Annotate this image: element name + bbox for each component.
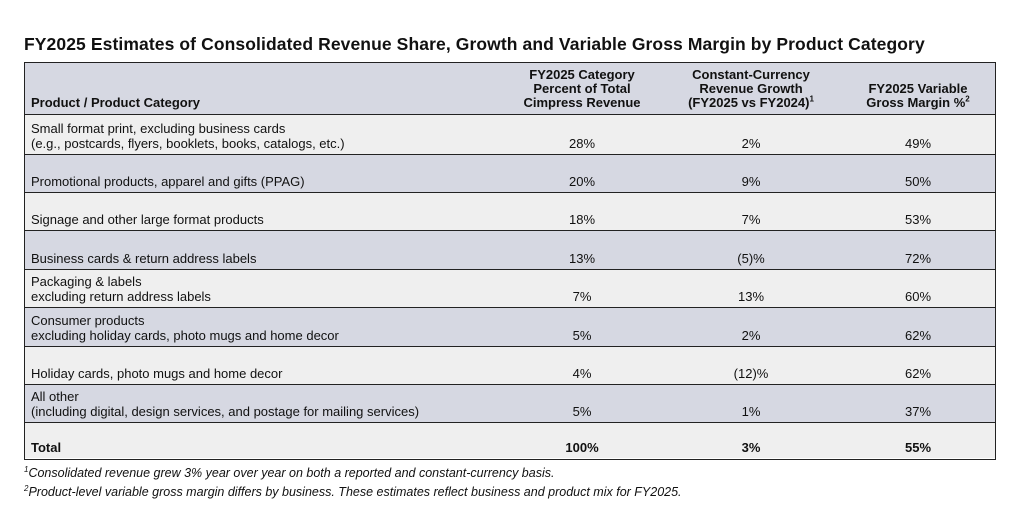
row-margin: 62% xyxy=(904,328,932,343)
row-growth: 7% xyxy=(741,212,761,227)
footnote-1: 1Consolidated revenue grew 3% year over … xyxy=(24,464,555,480)
row-share: 4% xyxy=(572,366,592,381)
row-label: Consumer products excluding holiday cards… xyxy=(31,313,339,343)
total-label: Total xyxy=(31,440,62,455)
row-growth: 2% xyxy=(741,328,761,343)
table-title: FY2025 Estimates of Consolidated Revenue… xyxy=(24,34,925,54)
row-share: 28% xyxy=(568,136,596,151)
total-share: 100% xyxy=(565,440,599,455)
total-margin: 55% xyxy=(904,440,932,455)
row-growth: 9% xyxy=(741,174,761,189)
table-row: Small format print, excluding business c… xyxy=(25,115,995,155)
row-growth: 2% xyxy=(741,136,761,151)
row-label: Business cards & return address labels xyxy=(31,251,257,266)
row-margin: 50% xyxy=(904,174,932,189)
table-row: Consumer products excluding holiday cards… xyxy=(25,308,995,347)
table-row: Holiday cards, photo mugs and home decor… xyxy=(25,347,995,385)
header-category: Product / Product Category xyxy=(31,95,201,110)
row-label: Promotional products, apparel and gifts … xyxy=(31,174,305,189)
row-share: 7% xyxy=(572,289,592,304)
table-row: Promotional products, apparel and gifts … xyxy=(25,155,995,193)
row-label: Packaging & labels excluding return addre… xyxy=(31,274,211,304)
footnote-ref-2: 2 xyxy=(965,94,970,104)
row-label: Small format print, excluding business c… xyxy=(31,121,345,151)
total-growth: 3% xyxy=(741,440,761,455)
total-row: Total 100% 3% 55% xyxy=(25,423,995,458)
table-header: Product / Product Category FY2025 Catego… xyxy=(25,63,995,115)
row-margin: 62% xyxy=(904,366,932,381)
row-growth: 1% xyxy=(741,404,761,419)
row-share: 18% xyxy=(568,212,596,227)
row-share: 5% xyxy=(572,328,592,343)
row-share: 20% xyxy=(568,174,596,189)
table-row: All other (including digital, design serv… xyxy=(25,385,995,423)
row-margin: 60% xyxy=(904,289,932,304)
row-growth: 13% xyxy=(737,289,765,304)
header-margin: FY2025 Variable Gross Margin %2 xyxy=(866,81,970,110)
row-label: Holiday cards, photo mugs and home decor xyxy=(31,366,283,381)
header-share: FY2025 Category Percent of Total Cimpres… xyxy=(523,67,641,110)
table-row: Business cards & return address labels 1… xyxy=(25,231,995,270)
table-row: Packaging & labels excluding return addre… xyxy=(25,270,995,308)
row-margin: 37% xyxy=(904,404,932,419)
row-label: Signage and other large format products xyxy=(31,212,264,227)
row-growth: (12)% xyxy=(733,366,769,381)
table-row: Signage and other large format products … xyxy=(25,193,995,231)
footnote-2: 2Product-level variable gross margin dif… xyxy=(24,483,682,499)
row-margin: 49% xyxy=(904,136,932,151)
row-share: 13% xyxy=(568,251,596,266)
row-margin: 72% xyxy=(904,251,932,266)
footnote-ref-1: 1 xyxy=(809,94,814,104)
row-share: 5% xyxy=(572,404,592,419)
row-margin: 53% xyxy=(904,212,932,227)
row-label: All other (including digital, design serv… xyxy=(31,389,420,419)
revenue-table: Product / Product Category FY2025 Catego… xyxy=(24,62,996,460)
header-growth: Constant-Currency Revenue Growth (FY2025… xyxy=(688,67,814,110)
row-growth: (5)% xyxy=(737,251,765,266)
